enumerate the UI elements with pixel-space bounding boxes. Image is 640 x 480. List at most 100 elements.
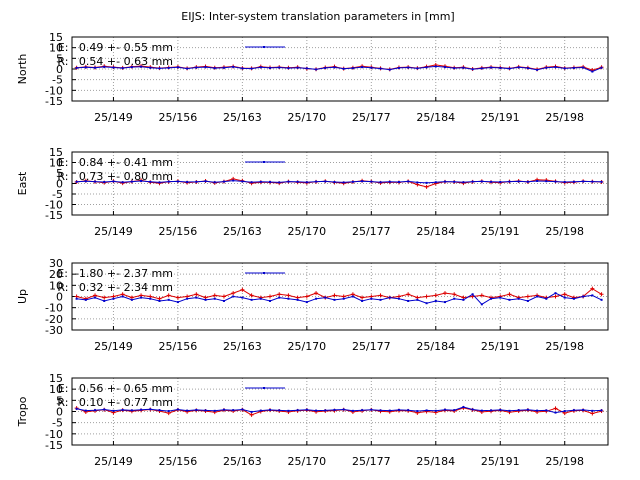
legend-marker-E	[263, 161, 265, 163]
data-point-R	[479, 293, 484, 298]
legend-marker-E	[263, 387, 265, 389]
data-point-E	[397, 297, 400, 300]
data-point-E	[140, 408, 143, 411]
series-line-E	[76, 180, 602, 184]
data-point-E	[176, 301, 179, 304]
data-point-E	[259, 297, 262, 300]
data-point-E	[591, 294, 594, 297]
data-point-E	[305, 301, 308, 304]
data-point-E	[213, 67, 216, 70]
data-point-E	[370, 66, 373, 69]
data-point-E	[222, 408, 225, 411]
y-tick-label: 30	[49, 257, 63, 270]
data-point-E	[269, 181, 272, 184]
data-point-E	[351, 295, 354, 298]
data-point-E	[232, 295, 235, 298]
y-axis-label: Tropo	[16, 396, 29, 427]
data-point-E	[388, 296, 391, 299]
x-tick-label: 25/163	[223, 111, 262, 124]
data-point-R	[424, 294, 429, 299]
data-point-E	[112, 297, 115, 300]
data-point-E	[434, 299, 437, 302]
data-point-E	[480, 409, 483, 412]
y-tick-label: 0	[56, 178, 63, 191]
data-point-E	[434, 181, 437, 184]
y-tick-label: -15	[45, 209, 63, 222]
x-tick-label: 25/163	[223, 340, 262, 353]
data-point-E	[600, 298, 603, 301]
data-point-R	[562, 292, 567, 297]
x-tick-label: 25/149	[94, 111, 133, 124]
data-point-E	[204, 298, 207, 301]
data-point-E	[333, 181, 336, 184]
y-tick-label: 20	[49, 268, 63, 281]
x-tick-label: 25/170	[287, 225, 326, 238]
data-point-E	[75, 297, 78, 300]
data-point-E	[526, 67, 529, 70]
data-point-E	[75, 180, 78, 183]
data-point-E	[103, 299, 106, 302]
data-point-E	[204, 409, 207, 412]
data-point-E	[222, 180, 225, 183]
legend-entry: E: 0.49 +- 0.55 mm	[58, 41, 173, 54]
x-tick-label: 25/156	[159, 111, 198, 124]
data-point-E	[508, 409, 511, 412]
y-tick-label: 15	[49, 146, 63, 159]
x-tick-label: 25/191	[481, 455, 520, 468]
data-point-E	[176, 66, 179, 69]
x-tick-label: 25/198	[545, 340, 584, 353]
x-tick-label: 25/170	[287, 111, 326, 124]
data-point-E	[296, 298, 299, 301]
data-point-E	[536, 68, 539, 71]
data-point-E	[351, 67, 354, 70]
data-point-R	[590, 286, 595, 291]
data-point-E	[167, 66, 170, 69]
data-point-E	[94, 180, 97, 183]
data-point-E	[305, 181, 308, 184]
x-tick-label: 25/149	[94, 225, 133, 238]
data-point-E	[287, 67, 290, 70]
data-point-E	[121, 181, 124, 184]
data-point-E	[361, 66, 364, 69]
data-point-E	[600, 409, 603, 412]
data-point-E	[480, 180, 483, 183]
data-point-R	[507, 292, 512, 297]
data-point-E	[572, 409, 575, 412]
data-point-E	[554, 411, 557, 414]
x-tick-label: 25/191	[481, 111, 520, 124]
data-point-E	[195, 66, 198, 69]
x-tick-label: 25/184	[416, 225, 455, 238]
y-tick-label: 15	[49, 31, 63, 44]
data-point-E	[526, 299, 529, 302]
data-point-E	[517, 180, 520, 183]
data-point-E	[425, 409, 428, 412]
series-line-R	[76, 288, 602, 300]
data-point-E	[480, 67, 483, 70]
data-point-E	[397, 408, 400, 411]
data-point-E	[278, 296, 281, 299]
data-point-E	[241, 408, 244, 411]
x-tick-label: 25/177	[352, 225, 391, 238]
x-tick-label: 25/177	[352, 455, 391, 468]
data-point-E	[453, 297, 456, 300]
y-tick-label: -10	[45, 428, 63, 441]
x-tick-label: 25/163	[223, 225, 262, 238]
data-point-E	[471, 408, 474, 411]
data-point-E	[490, 297, 493, 300]
data-point-E	[94, 66, 97, 69]
legend-entry: E: -1.80 +- 2.37 mm	[57, 267, 173, 280]
y-axis-label: Up	[16, 289, 29, 304]
x-tick-label: 25/198	[545, 455, 584, 468]
data-point-E	[158, 67, 161, 70]
data-point-E	[195, 180, 198, 183]
data-point-E	[416, 181, 419, 184]
data-point-E	[370, 408, 373, 411]
data-point-E	[443, 408, 446, 411]
data-point-E	[84, 66, 87, 69]
data-point-E	[213, 181, 216, 184]
data-point-E	[443, 66, 446, 69]
data-point-E	[213, 409, 216, 412]
data-point-E	[471, 180, 474, 183]
data-point-E	[407, 409, 410, 412]
